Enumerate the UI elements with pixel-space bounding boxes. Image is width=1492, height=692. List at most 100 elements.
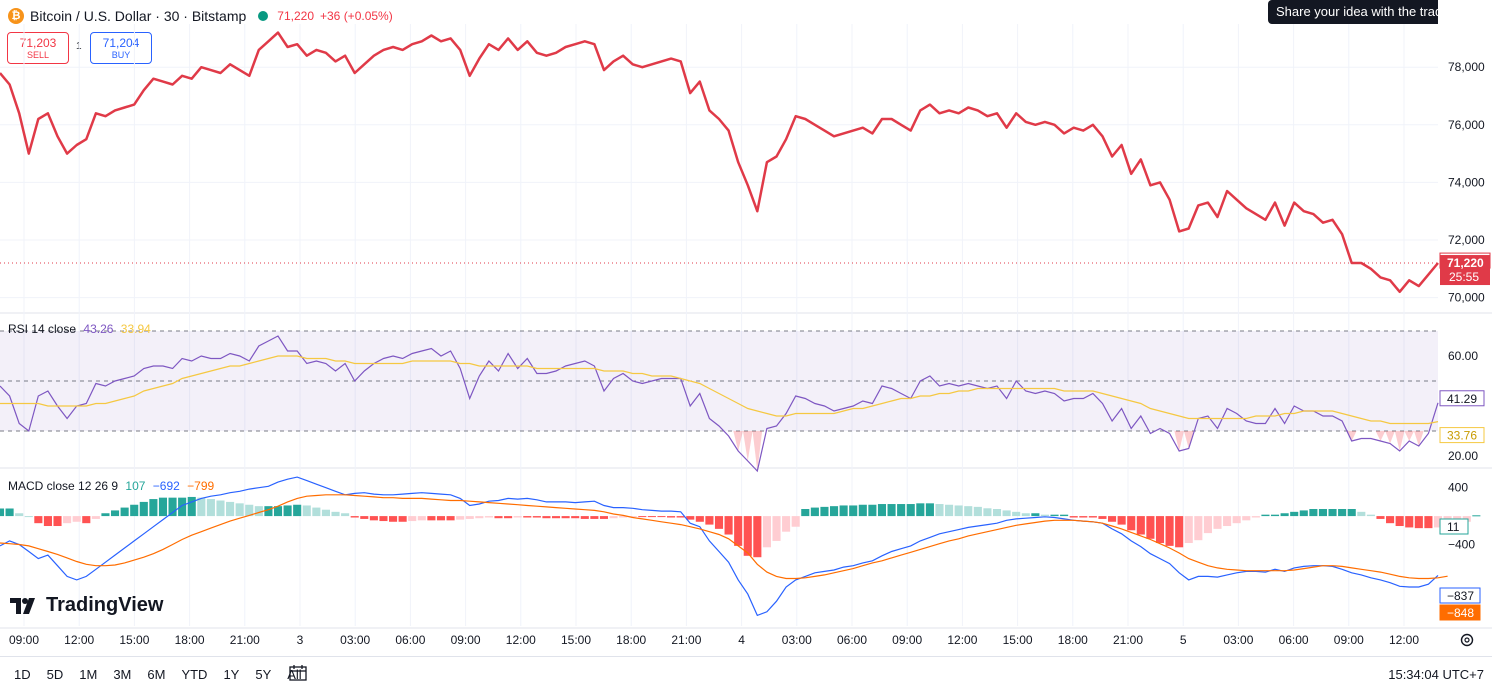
macd-histogram-bar	[15, 513, 24, 517]
axes: 09:00 12:00 15:00 18:00 21:00 3 03:00 06:00 09:0…	[9, 60, 1491, 647]
macd-histogram-bar	[820, 506, 829, 517]
range-6m[interactable]: 6M	[147, 667, 166, 682]
macd-histogram-bar	[264, 506, 273, 517]
symbol-title[interactable]: Bitcoin / U.S. Dollar · 30 · Bitstamp	[30, 8, 247, 24]
x-tick-label: 03:00	[340, 633, 370, 647]
settings-gear-icon[interactable]	[1460, 633, 1474, 647]
rsi-legend[interactable]: RSI 14 close 43.26 33.94	[8, 322, 151, 336]
macd-histogram-bar	[43, 516, 52, 527]
macd-pane	[0, 476, 1481, 617]
last-price-box	[1440, 255, 1490, 286]
rsi-oversold-fill	[1174, 431, 1184, 451]
macd-last-label: 11	[1447, 520, 1460, 534]
macd-histogram-bar	[245, 504, 254, 517]
macd-last-label: −848	[1447, 606, 1474, 620]
macd-histogram-bar	[897, 504, 906, 517]
header-change: +36 (+0.05%)	[320, 9, 393, 23]
rsi-ma-value: 33.94	[120, 322, 151, 336]
rsi-oversold-fill	[1394, 431, 1405, 451]
macd-histogram-bar	[1328, 509, 1337, 517]
range-5y[interactable]: 5Y	[255, 667, 272, 682]
x-tick-label: 12:00	[947, 633, 977, 647]
range-1m[interactable]: 1M	[79, 667, 98, 682]
macd-histogram-bar	[1299, 510, 1308, 517]
macd-histogram-bar	[1318, 509, 1328, 517]
tradingview-logo[interactable]: TradingView	[10, 594, 163, 617]
x-tick-label: 18:00	[175, 633, 205, 647]
macd-histogram-bar	[695, 516, 704, 522]
macd-histogram-bar	[331, 511, 340, 517]
macd-histogram-bar	[484, 516, 493, 518]
range-5d[interactable]: 5D	[46, 667, 64, 682]
bitcoin-icon: ₿	[8, 8, 24, 24]
macd-legend[interactable]: MACD close 12 26 9 107 −692 −799	[8, 479, 214, 493]
x-tick-label: 15:00	[119, 633, 149, 647]
price-y-tick: 74,000	[1448, 175, 1485, 189]
macd-histogram-bar	[72, 516, 81, 522]
rsi-last-box	[1439, 390, 1485, 407]
macd-histogram-bar	[216, 500, 225, 517]
macd-histogram-bar	[465, 516, 474, 519]
calendar-icon[interactable]	[289, 665, 307, 681]
clock[interactable]: 15:34:04 UTC+7	[1388, 667, 1484, 682]
macd-histogram-bar	[1405, 516, 1414, 528]
sell-label: SELL	[26, 50, 50, 60]
macd-histogram-bar	[523, 516, 532, 518]
rsi-value: 43.26	[83, 322, 114, 336]
macd-histogram-bar	[0, 508, 5, 517]
bottom-toolbar: 1D 5D 1M 3M 6M YTD 1Y 5Y All 15:34:04 UTC+7	[0, 656, 1492, 692]
price-y-tick: 78,000	[1448, 60, 1485, 74]
macd-histogram-bar	[1165, 516, 1174, 546]
rsi-last-label: 33.76	[1447, 429, 1477, 443]
x-tick-label: 06:00	[1279, 633, 1309, 647]
sell-button[interactable]: 71,203 SELL	[7, 32, 69, 64]
x-tick-label: 06:00	[837, 633, 867, 647]
macd-histogram-bar	[379, 516, 388, 522]
range-selector: 1D 5D 1M 3M 6M YTD 1Y 5Y All	[6, 667, 310, 682]
chart-canvas[interactable]: 09:00 12:00 15:00 18:00 21:00 3 03:00 06:00 09:0…	[0, 0, 1492, 656]
range-3m[interactable]: 3M	[113, 667, 132, 682]
macd-histogram-bar	[532, 516, 541, 518]
macd-histogram-bar	[389, 516, 398, 522]
macd-histogram-bar	[34, 516, 43, 524]
macd-histogram-bar	[638, 516, 647, 518]
macd-histogram-bar	[139, 501, 148, 517]
x-tick-label: 09:00	[1334, 633, 1364, 647]
macd-histogram-bar	[1117, 516, 1126, 525]
macd-histogram-bar	[801, 509, 810, 517]
macd-histogram-bar	[935, 504, 944, 517]
macd-histogram-bar	[408, 516, 417, 522]
macd-last-box	[1439, 518, 1469, 535]
signal-line	[0, 494, 1448, 580]
market-open-dot-icon	[258, 11, 269, 21]
x-tick-label: 18:00	[1058, 633, 1088, 647]
macd-histogram-bar	[868, 504, 877, 517]
macd-histogram-bar	[667, 516, 676, 518]
sell-price: 71,203	[19, 36, 57, 50]
macd-histogram-bar	[551, 516, 561, 519]
macd-histogram-bar	[705, 516, 714, 525]
macd-histogram-bar	[1270, 514, 1280, 517]
chart-header: ₿ Bitcoin / U.S. Dollar · 30 · Bitstamp …	[8, 8, 399, 24]
x-tick-label: 12:00	[1389, 633, 1419, 647]
macd-histogram-bar	[513, 516, 522, 518]
macd-histogram-bar	[1136, 516, 1145, 535]
macd-histogram-bar	[657, 516, 666, 518]
rsi-band	[0, 331, 1438, 431]
range-ytd[interactable]: YTD	[181, 667, 208, 682]
macd-histogram-bar	[1251, 516, 1260, 518]
macd-histogram-bar	[110, 510, 120, 517]
rsi-oversold-fill	[1346, 431, 1357, 441]
macd-histogram-bar	[494, 516, 503, 519]
macd-histogram-bar	[446, 516, 455, 521]
macd-y-tick: −400	[1448, 537, 1475, 551]
macd-histogram-bar	[1012, 511, 1021, 517]
range-1y[interactable]: 1Y	[223, 667, 240, 682]
macd-histogram-bar	[427, 516, 436, 521]
range-1d[interactable]: 1D	[14, 667, 31, 682]
buy-button[interactable]: 71,204 BUY	[90, 32, 152, 64]
brand-name: TradingView	[46, 594, 164, 616]
macd-histogram-bar	[398, 516, 407, 522]
macd-histogram-bar	[456, 516, 465, 520]
macd-histogram-bar	[925, 503, 934, 517]
